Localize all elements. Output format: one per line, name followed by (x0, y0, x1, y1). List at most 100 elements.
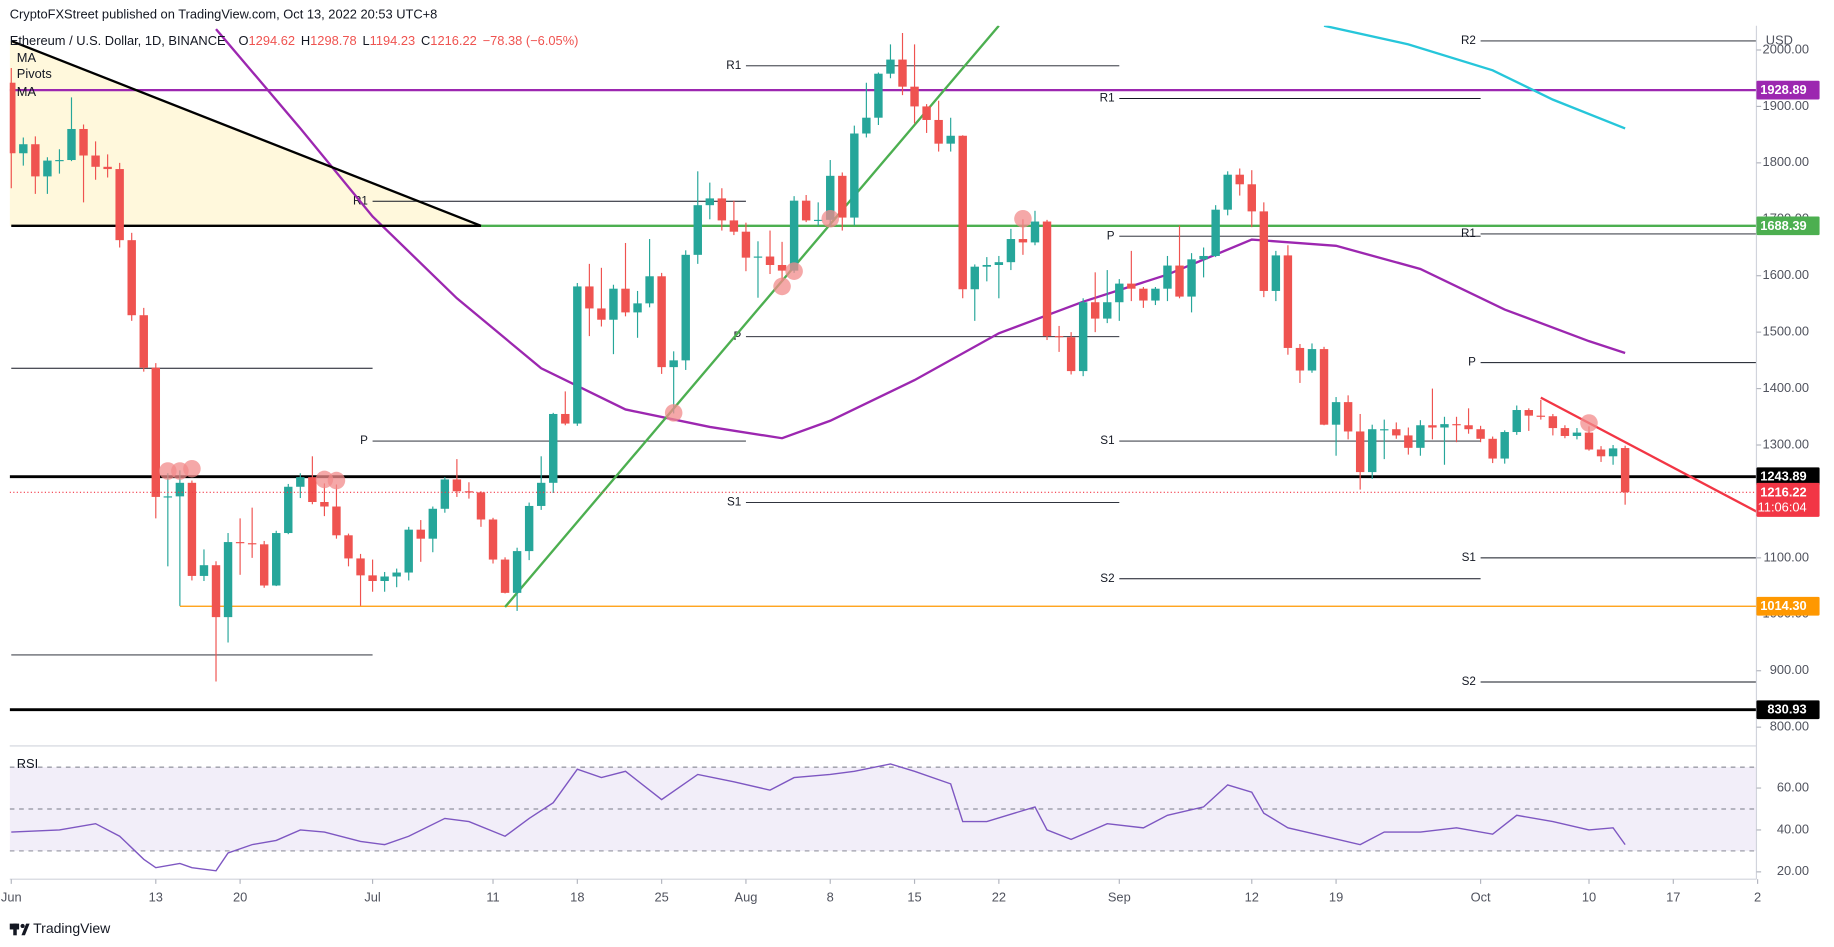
candle-body (1115, 283, 1124, 303)
pivot-label: S1 (1100, 434, 1114, 447)
candle-body (1187, 259, 1196, 297)
candle-body (368, 575, 377, 582)
pivot-label: P (360, 434, 368, 447)
candle-body (1295, 347, 1305, 371)
candle-body (1151, 288, 1160, 301)
x-tick-label: Sep (1108, 889, 1131, 904)
candle-body (524, 505, 534, 552)
candle-body (705, 198, 715, 206)
candle-body (55, 160, 64, 162)
candle-body (813, 219, 823, 222)
x-tick-label: Aug (734, 889, 757, 904)
legend-item[interactable]: MA (17, 84, 37, 99)
candle-body (1331, 402, 1341, 425)
candle-body (1211, 209, 1220, 256)
candle-body (958, 135, 967, 290)
candle-body (31, 144, 40, 177)
ohlc-value: 1298.78 (310, 33, 356, 48)
published-note: CryptoFXStreet published on TradingView.… (10, 7, 438, 22)
candle-body (585, 286, 594, 309)
moving-average (215, 28, 1626, 440)
candle-body (970, 266, 979, 290)
price-badge-label: 1014.30 (1760, 598, 1806, 613)
pivot-label: S2 (1462, 675, 1476, 688)
highlight (773, 277, 791, 296)
candle-body (235, 542, 245, 544)
price-badge-label: 1688.39 (1760, 218, 1806, 233)
y-tick-label: 900.00 (1770, 662, 1809, 677)
highlight (327, 471, 346, 490)
ohlc-letter: L (362, 33, 369, 48)
candle-body (994, 262, 1004, 265)
candle-body (862, 117, 871, 134)
ohlc-letter: O (239, 33, 249, 48)
pivot-label: P (1107, 229, 1115, 242)
candle-body (1392, 429, 1401, 436)
candle-body (247, 543, 257, 545)
y-tick-label: 1800.00 (1763, 154, 1809, 169)
legend-item[interactable]: MA (17, 50, 37, 65)
candle-body (753, 256, 763, 258)
candle-body (1006, 239, 1016, 263)
candle-body (404, 529, 413, 573)
candle-body (1271, 255, 1281, 291)
moving-average (1323, 25, 1626, 130)
x-tick-label: 22 (992, 889, 1006, 904)
candle-body (1199, 255, 1208, 260)
x-tick-label: 17 (1666, 889, 1680, 904)
candle-body (380, 576, 389, 582)
y-tick-label: 1500.00 (1763, 324, 1809, 339)
candle-body (561, 413, 570, 424)
price-badge (1756, 80, 1820, 100)
candle-body (1488, 438, 1497, 459)
y-tick-label: 1400.00 (1763, 380, 1809, 395)
candle-body (1620, 448, 1630, 493)
candle-body (645, 276, 654, 304)
candle-body (1416, 425, 1425, 448)
ohlc-value: 1294.62 (249, 33, 295, 48)
logo-part (20, 923, 25, 929)
candle-body (681, 254, 690, 361)
highlight (1580, 414, 1598, 432)
legend-item[interactable]: Pivots (17, 66, 52, 81)
y-tick-label: 800.00 (1770, 719, 1809, 734)
candle-body (621, 288, 630, 313)
price-badge (1756, 216, 1820, 236)
trendline (10, 39, 482, 227)
candle-body (296, 477, 305, 487)
candle-body (1512, 410, 1521, 433)
candle-body (103, 166, 112, 170)
candle-body (115, 169, 124, 241)
currency: USD (1766, 32, 1793, 47)
candle-body (392, 572, 401, 577)
candle-body (1428, 425, 1437, 428)
candle-body (1223, 174, 1232, 210)
candle-body (1440, 424, 1449, 428)
candle-body (1476, 429, 1485, 439)
candle-body (874, 73, 883, 118)
candle-body (1343, 402, 1353, 432)
candle-body (741, 231, 751, 258)
candle-body (1404, 435, 1413, 448)
ohlc-letter: C (421, 33, 430, 48)
pivot-label: P (733, 330, 741, 343)
candle-body (272, 533, 281, 586)
candle-body (765, 256, 775, 265)
candle-body (597, 308, 606, 320)
y-tick-label: 1300.00 (1763, 436, 1809, 451)
candle-body (356, 558, 365, 576)
candle-body (1452, 424, 1461, 426)
pivot-label: R1 (1100, 92, 1115, 105)
highlight (1014, 209, 1032, 228)
candle-body (1584, 432, 1594, 450)
candle-body (826, 175, 835, 220)
pivot-label: R1 (726, 59, 741, 72)
axes: 2000.001900.001800.001700.001600.001500.… (1, 41, 1820, 904)
candle-body (1608, 448, 1618, 457)
price-badge (1756, 482, 1820, 517)
candle-body (308, 477, 317, 503)
candle-body (1368, 429, 1377, 473)
